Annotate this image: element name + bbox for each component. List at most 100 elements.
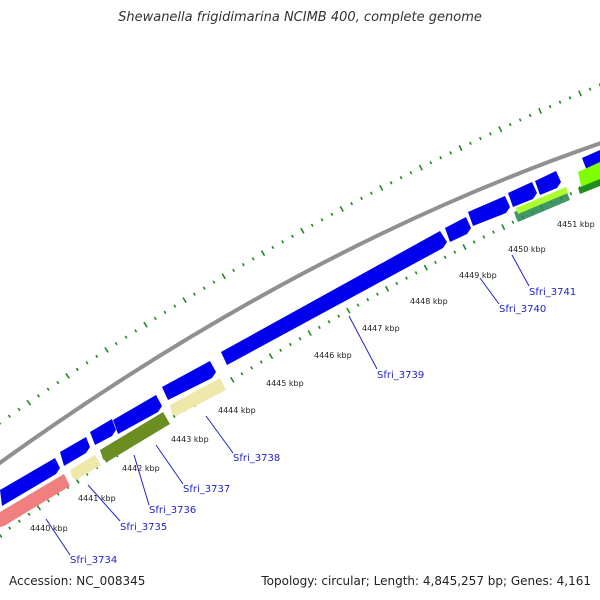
tick-mark: [434, 260, 437, 265]
gene-arrow[interactable]: [535, 171, 561, 195]
gene-arrow[interactable]: [113, 395, 162, 434]
gene-arrow[interactable]: [162, 361, 216, 400]
tick-mark: [124, 335, 128, 339]
tick-mark: [104, 347, 109, 353]
tick-mark: [414, 271, 418, 275]
tick-mark: [192, 292, 196, 296]
tick-mark: [240, 372, 244, 376]
leader-line: [45, 518, 71, 556]
kbp-label: 4440 kbp: [30, 524, 68, 533]
gene-arrow[interactable]: [578, 179, 600, 194]
tick-mark: [163, 310, 167, 315]
gene-arrow[interactable]: [221, 231, 447, 365]
tick-mark: [568, 96, 572, 100]
gene-label[interactable]: Sfri_3737: [183, 484, 230, 495]
tick-mark: [511, 220, 515, 224]
tick-mark: [0, 533, 3, 538]
tick-mark: [221, 273, 226, 280]
tick-mark: [375, 292, 379, 296]
gene-labels: Sfri_3734 Sfri_3735 Sfri_3736 Sfri_3737 …: [70, 287, 576, 566]
kbp-label: 4451 kbp: [557, 220, 595, 229]
gene-label[interactable]: Sfri_3740: [499, 304, 546, 315]
tick-mark: [558, 100, 562, 104]
gene-label[interactable]: Sfri_3734: [70, 555, 117, 566]
tick-mark: [26, 399, 32, 406]
tick-mark: [27, 512, 31, 517]
genome-info-text: Topology: circular; Length: 4,845,257 bp…: [261, 574, 591, 588]
inner-tick-ring: [0, 178, 600, 538]
tick-mark: [114, 341, 118, 346]
tick-mark: [389, 181, 393, 185]
tick-mark: [458, 144, 463, 152]
gene-arrow[interactable]: [508, 182, 537, 207]
gene-arrow[interactable]: [170, 378, 226, 416]
tick-mark: [327, 320, 331, 324]
tick-mark: [134, 329, 138, 333]
tick-mark: [488, 132, 492, 136]
gene-arrow[interactable]: [100, 412, 170, 462]
gene-arrow[interactable]: [0, 458, 60, 506]
kbp-labels: 4440 kbp 4441 kbp 4442 kbp 4443 kbp 4444…: [30, 220, 595, 533]
kbp-label: 4444 kbp: [218, 406, 256, 415]
tick-mark: [202, 286, 206, 290]
kbp-label: 4445 kbp: [266, 379, 304, 388]
tick-mark: [95, 354, 99, 359]
gene-label[interactable]: Sfri_3735: [120, 522, 167, 533]
tick-mark: [172, 414, 176, 419]
gene-arrow[interactable]: [0, 474, 70, 527]
kbp-label: 4441 kbp: [78, 494, 116, 503]
tick-mark: [310, 223, 314, 227]
tick-mark: [366, 297, 370, 302]
tick-mark: [453, 250, 457, 254]
kbp-label: 4442 kbp: [122, 464, 160, 473]
tick-mark: [538, 107, 543, 115]
tick-mark: [337, 314, 341, 318]
gene-arrow[interactable]: [70, 455, 101, 480]
tick-mark: [212, 280, 216, 284]
tick-mark: [153, 316, 157, 321]
tick-mark: [528, 113, 532, 118]
tick-mark: [229, 376, 235, 383]
gene-label[interactable]: Sfri_3736: [149, 505, 196, 516]
tick-mark: [85, 361, 89, 365]
tick-mark: [65, 372, 70, 379]
gene-label[interactable]: Sfri_3739: [377, 370, 424, 381]
gene-label[interactable]: Sfri_3738: [233, 453, 280, 464]
outer-tick-ring: [0, 83, 600, 425]
tick-mark: [143, 321, 148, 328]
leader-line: [511, 254, 530, 287]
tick-mark: [241, 262, 245, 267]
tick-mark: [250, 366, 254, 370]
gene-arrow[interactable]: [60, 437, 90, 466]
leader-line: [133, 454, 150, 506]
tick-mark: [360, 196, 363, 201]
tick-mark: [399, 176, 403, 180]
tick-mark: [298, 337, 302, 341]
tick-mark: [17, 407, 21, 412]
gene-arrow[interactable]: [468, 196, 510, 226]
tick-mark: [384, 285, 390, 292]
tick-mark: [588, 87, 592, 91]
gene-arrow[interactable]: [516, 187, 568, 214]
tick-mark: [182, 297, 187, 304]
tick-mark: [330, 212, 334, 217]
tick-mark: [492, 230, 495, 234]
gene-arrow[interactable]: [445, 217, 471, 242]
reverse-strand-genes: [0, 162, 600, 527]
gene-label[interactable]: Sfri_3741: [529, 287, 576, 298]
gene-arrow[interactable]: [90, 419, 116, 445]
tick-mark: [8, 526, 12, 530]
tick-mark: [317, 325, 321, 330]
tick-mark: [271, 245, 275, 250]
map-title: Shewanella frigidimarina NCIMB 400, comp…: [118, 10, 482, 25]
tick-mark: [268, 353, 274, 360]
kbp-label: 4446 kbp: [314, 351, 352, 360]
gene-leader-lines: [45, 254, 530, 556]
tick-mark: [56, 380, 60, 385]
kbp-label: 4448 kbp: [410, 297, 448, 306]
tick-mark: [173, 304, 177, 308]
tick-mark: [350, 201, 354, 206]
tick-mark: [518, 118, 522, 122]
tick-mark: [501, 224, 506, 231]
tick-mark: [320, 218, 324, 222]
